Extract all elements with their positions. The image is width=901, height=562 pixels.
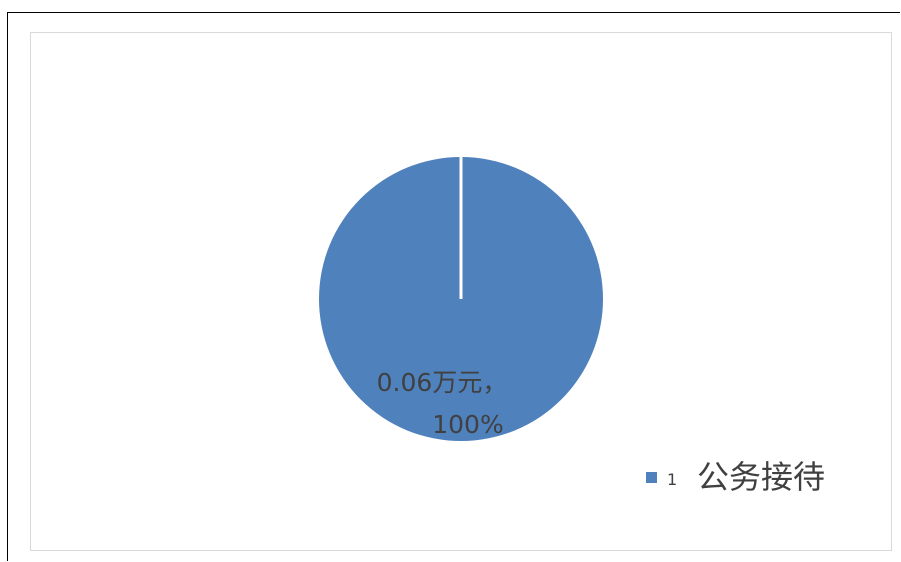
chart-frame: [7, 12, 900, 561]
legend-swatch: [646, 472, 657, 483]
legend-marker: 1: [667, 470, 677, 489]
legend-label: 公务接待: [697, 458, 825, 496]
chart-area-border: [30, 32, 892, 551]
slice-data-label-value: 0.06万元，: [377, 368, 508, 397]
pie-slices: [319, 157, 603, 441]
legend: 1 公务接待: [646, 458, 825, 496]
slice-data-label-percent: 100%: [432, 410, 503, 439]
